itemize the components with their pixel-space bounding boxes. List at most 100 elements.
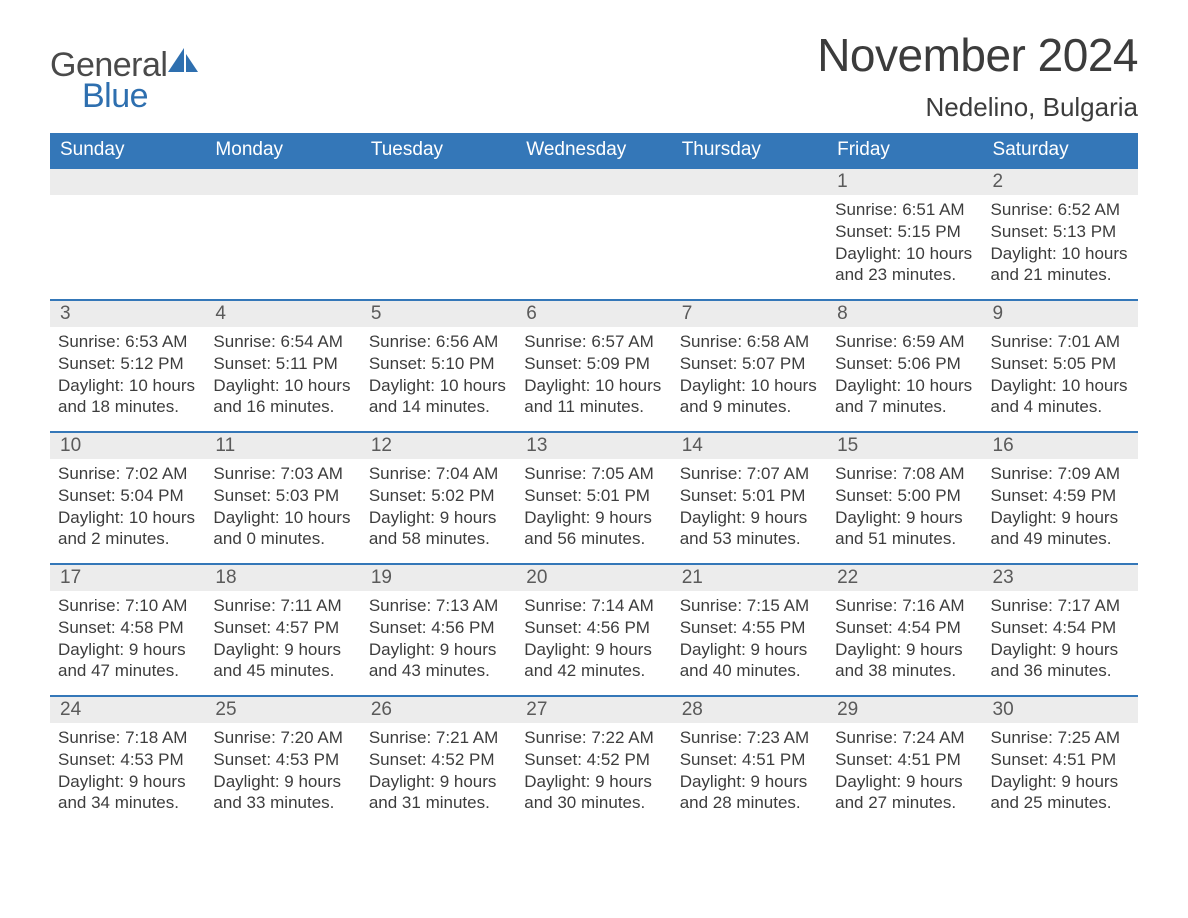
day-body: Sunrise: 7:24 AMSunset: 4:51 PMDaylight:… [835,723,974,814]
location-label: Nedelino, Bulgaria [817,92,1138,123]
day-cell: 11Sunrise: 7:03 AMSunset: 5:03 PMDayligh… [205,433,360,563]
day-cell [672,169,827,299]
logo: General Blue [50,46,167,116]
day-cell: 7Sunrise: 6:58 AMSunset: 5:07 PMDaylight… [672,301,827,431]
daylight-text: Daylight: 9 hours and 53 minutes. [680,507,819,551]
day-number: 19 [361,565,516,591]
sunrise-text: Sunrise: 7:05 AM [524,463,663,485]
sunrise-text: Sunrise: 6:51 AM [835,199,974,221]
day-cell: 26Sunrise: 7:21 AMSunset: 4:52 PMDayligh… [361,697,516,827]
day-cell: 24Sunrise: 7:18 AMSunset: 4:53 PMDayligh… [50,697,205,827]
sunrise-text: Sunrise: 7:23 AM [680,727,819,749]
day-number: 15 [827,433,982,459]
day-cell: 19Sunrise: 7:13 AMSunset: 4:56 PMDayligh… [361,565,516,695]
day-cell [50,169,205,299]
day-cell: 14Sunrise: 7:07 AMSunset: 5:01 PMDayligh… [672,433,827,563]
day-number: 20 [516,565,671,591]
day-number [672,169,827,195]
day-number: 2 [983,169,1138,195]
daylight-text: Daylight: 9 hours and 51 minutes. [835,507,974,551]
day-body: Sunrise: 6:56 AMSunset: 5:10 PMDaylight:… [369,327,508,418]
daylight-text: Daylight: 10 hours and 16 minutes. [213,375,352,419]
day-number: 22 [827,565,982,591]
day-number: 9 [983,301,1138,327]
day-body: Sunrise: 6:53 AMSunset: 5:12 PMDaylight:… [58,327,197,418]
dow-cell: Wednesday [516,133,671,167]
sunrise-text: Sunrise: 7:17 AM [991,595,1130,617]
day-cell: 4 Sunrise: 6:54 AMSunset: 5:11 PMDaylight… [205,301,360,431]
day-cell: 6Sunrise: 6:57 AMSunset: 5:09 PMDaylight… [516,301,671,431]
sunset-text: Sunset: 4:56 PM [524,617,663,639]
day-body: Sunrise: 7:07 AMSunset: 5:01 PMDaylight:… [680,459,819,550]
week-row: 24Sunrise: 7:18 AMSunset: 4:53 PMDayligh… [50,695,1138,827]
day-number: 27 [516,697,671,723]
sunrise-text: Sunrise: 7:09 AM [991,463,1130,485]
day-number: 6 [516,301,671,327]
daylight-text: Daylight: 9 hours and 56 minutes. [524,507,663,551]
daylight-text: Daylight: 9 hours and 28 minutes. [680,771,819,815]
day-cell: 9Sunrise: 7:01 AMSunset: 5:05 PMDaylight… [983,301,1138,431]
day-body: Sunrise: 7:21 AMSunset: 4:52 PMDaylight:… [369,723,508,814]
day-cell: 22Sunrise: 7:16 AMSunset: 4:54 PMDayligh… [827,565,982,695]
dow-cell: Thursday [672,133,827,167]
day-body: Sunrise: 7:14 AMSunset: 4:56 PMDaylight:… [524,591,663,682]
day-number: 30 [983,697,1138,723]
day-number: 3 [50,301,205,327]
week-row: 10Sunrise: 7:02 AMSunset: 5:04 PMDayligh… [50,431,1138,563]
day-body: Sunrise: 6:58 AMSunset: 5:07 PMDaylight:… [680,327,819,418]
week-row: 3Sunrise: 6:53 AMSunset: 5:12 PMDaylight… [50,299,1138,431]
sunset-text: Sunset: 4:53 PM [58,749,197,771]
sunset-text: Sunset: 4:51 PM [835,749,974,771]
sunset-text: Sunset: 5:06 PM [835,353,974,375]
title-block: November 2024 Nedelino, Bulgaria [817,28,1138,123]
day-cell: 5Sunrise: 6:56 AMSunset: 5:10 PMDaylight… [361,301,516,431]
dow-cell: Tuesday [361,133,516,167]
sunset-text: Sunset: 4:53 PM [213,749,352,771]
sunrise-text: Sunrise: 7:16 AM [835,595,974,617]
sunset-text: Sunset: 5:11 PM [213,353,352,375]
sunrise-text: Sunrise: 7:08 AM [835,463,974,485]
sunset-text: Sunset: 5:03 PM [213,485,352,507]
day-body: Sunrise: 6:51 AMSunset: 5:15 PMDaylight:… [835,195,974,286]
daylight-text: Daylight: 9 hours and 42 minutes. [524,639,663,683]
day-cell: 29Sunrise: 7:24 AMSunset: 4:51 PMDayligh… [827,697,982,827]
day-number [516,169,671,195]
day-body: Sunrise: 7:15 AMSunset: 4:55 PMDaylight:… [680,591,819,682]
day-body: Sunrise: 6:59 AMSunset: 5:06 PMDaylight:… [835,327,974,418]
day-cell: 28Sunrise: 7:23 AMSunset: 4:51 PMDayligh… [672,697,827,827]
calendar: SundayMondayTuesdayWednesdayThursdayFrid… [50,133,1138,827]
day-number [361,169,516,195]
sunrise-text: Sunrise: 7:02 AM [58,463,197,485]
daylight-text: Daylight: 9 hours and 47 minutes. [58,639,197,683]
sunrise-text: Sunrise: 7:01 AM [991,331,1130,353]
day-body: Sunrise: 7:09 AMSunset: 4:59 PMDaylight:… [991,459,1130,550]
sunrise-text: Sunrise: 7:13 AM [369,595,508,617]
sunrise-text: Sunrise: 6:52 AM [991,199,1130,221]
day-number: 12 [361,433,516,459]
daylight-text: Daylight: 10 hours and 21 minutes. [991,243,1130,287]
daylight-text: Daylight: 9 hours and 58 minutes. [369,507,508,551]
sunrise-text: Sunrise: 7:18 AM [58,727,197,749]
sunrise-text: Sunrise: 6:54 AM [213,331,352,353]
day-number: 4 [205,301,360,327]
daylight-text: Daylight: 9 hours and 43 minutes. [369,639,508,683]
sunset-text: Sunset: 5:07 PM [680,353,819,375]
day-cell: 8Sunrise: 6:59 AMSunset: 5:06 PMDaylight… [827,301,982,431]
day-body: Sunrise: 7:16 AMSunset: 4:54 PMDaylight:… [835,591,974,682]
sunrise-text: Sunrise: 7:11 AM [213,595,352,617]
sail-icon [168,48,202,72]
day-number: 23 [983,565,1138,591]
day-number: 17 [50,565,205,591]
sunrise-text: Sunrise: 7:25 AM [991,727,1130,749]
day-cell: 16Sunrise: 7:09 AMSunset: 4:59 PMDayligh… [983,433,1138,563]
day-cell: 17Sunrise: 7:10 AMSunset: 4:58 PMDayligh… [50,565,205,695]
daylight-text: Daylight: 10 hours and 9 minutes. [680,375,819,419]
sunset-text: Sunset: 4:51 PM [991,749,1130,771]
sunset-text: Sunset: 4:55 PM [680,617,819,639]
daylight-text: Daylight: 9 hours and 31 minutes. [369,771,508,815]
day-body: Sunrise: 7:23 AMSunset: 4:51 PMDaylight:… [680,723,819,814]
day-cell: 20Sunrise: 7:14 AMSunset: 4:56 PMDayligh… [516,565,671,695]
sunset-text: Sunset: 4:52 PM [369,749,508,771]
daylight-text: Daylight: 10 hours and 18 minutes. [58,375,197,419]
days-of-week-header: SundayMondayTuesdayWednesdayThursdayFrid… [50,133,1138,167]
